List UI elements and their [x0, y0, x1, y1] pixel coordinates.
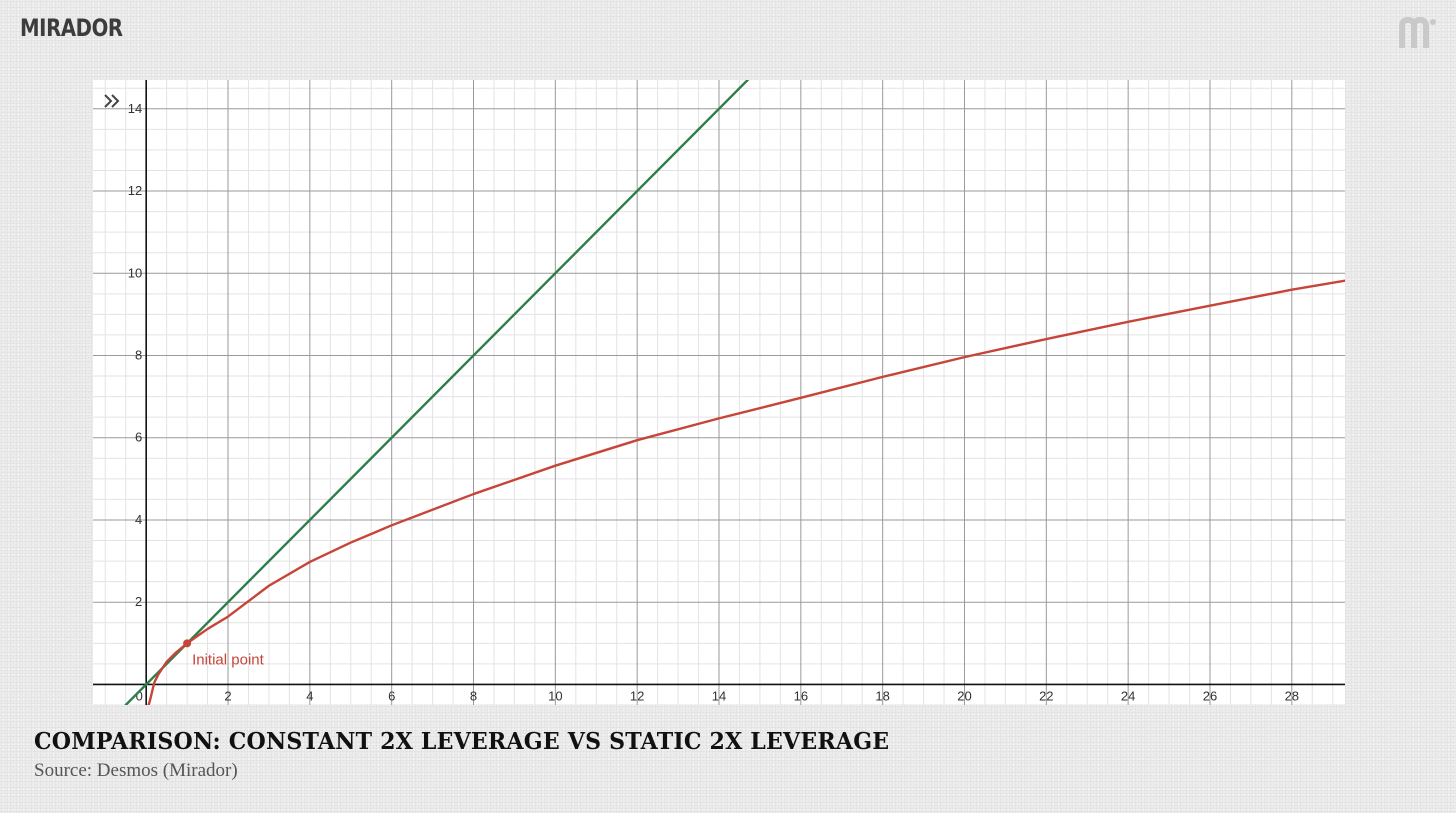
x-tick-label: 2	[224, 688, 231, 703]
y-tick-label: 12	[128, 183, 142, 198]
annotation-layer: Initial point	[183, 639, 265, 668]
axes	[93, 80, 1345, 705]
x-tick-label: 26	[1203, 688, 1217, 703]
brand-logo-text: MIRADOR	[20, 14, 123, 42]
major-gridlines	[93, 80, 1345, 705]
y-tick-label: 6	[135, 430, 142, 445]
x-tick-label: 24	[1121, 688, 1135, 703]
x-tick-label: 18	[875, 688, 889, 703]
x-tick-label: 20	[957, 688, 971, 703]
initial-point-label: Initial point	[192, 651, 265, 668]
y-tick-labels: 2 4 6 8 10 12 14	[128, 101, 142, 609]
x-tick-label: 10	[548, 688, 562, 703]
origin-label: 0	[136, 688, 143, 703]
series-line-constant-2x	[124, 80, 750, 705]
x-tick-label: 12	[630, 688, 644, 703]
series-line-static-2x	[147, 279, 1345, 705]
y-tick-label: 4	[135, 512, 142, 527]
figure-caption-title: COMPARISON: CONSTANT 2X LEVERAGE VS STAT…	[34, 728, 890, 755]
x-tick-label: 16	[794, 688, 808, 703]
x-tick-label: 28	[1285, 688, 1299, 703]
x-tick-labels: 0 2 4 6 8 10 12 14 16 18 20 22 24 26 28	[136, 688, 1299, 703]
x-tick-label: 8	[470, 688, 477, 703]
figure-caption-source: Source: Desmos (Mirador)	[34, 760, 238, 781]
series-layer	[124, 80, 1345, 705]
y-tick-label: 10	[128, 265, 142, 280]
y-tick-label: 2	[135, 594, 142, 609]
x-tick-label: 6	[388, 688, 395, 703]
x-tick-label: 22	[1039, 688, 1053, 703]
desmos-graph[interactable]: 0 2 4 6 8 10 12 14 16 18 20 22 24 26 28 2 4 6 8 10 12 14 Ini…	[93, 80, 1345, 705]
collapse-double-chevron-icon[interactable]	[101, 90, 123, 112]
mirador-m-logo-icon	[1399, 16, 1436, 48]
initial-point-marker	[183, 639, 192, 648]
y-tick-label: 14	[128, 101, 142, 116]
y-tick-label: 8	[135, 347, 142, 362]
x-tick-label: 14	[712, 688, 726, 703]
x-tick-label: 4	[306, 688, 313, 703]
